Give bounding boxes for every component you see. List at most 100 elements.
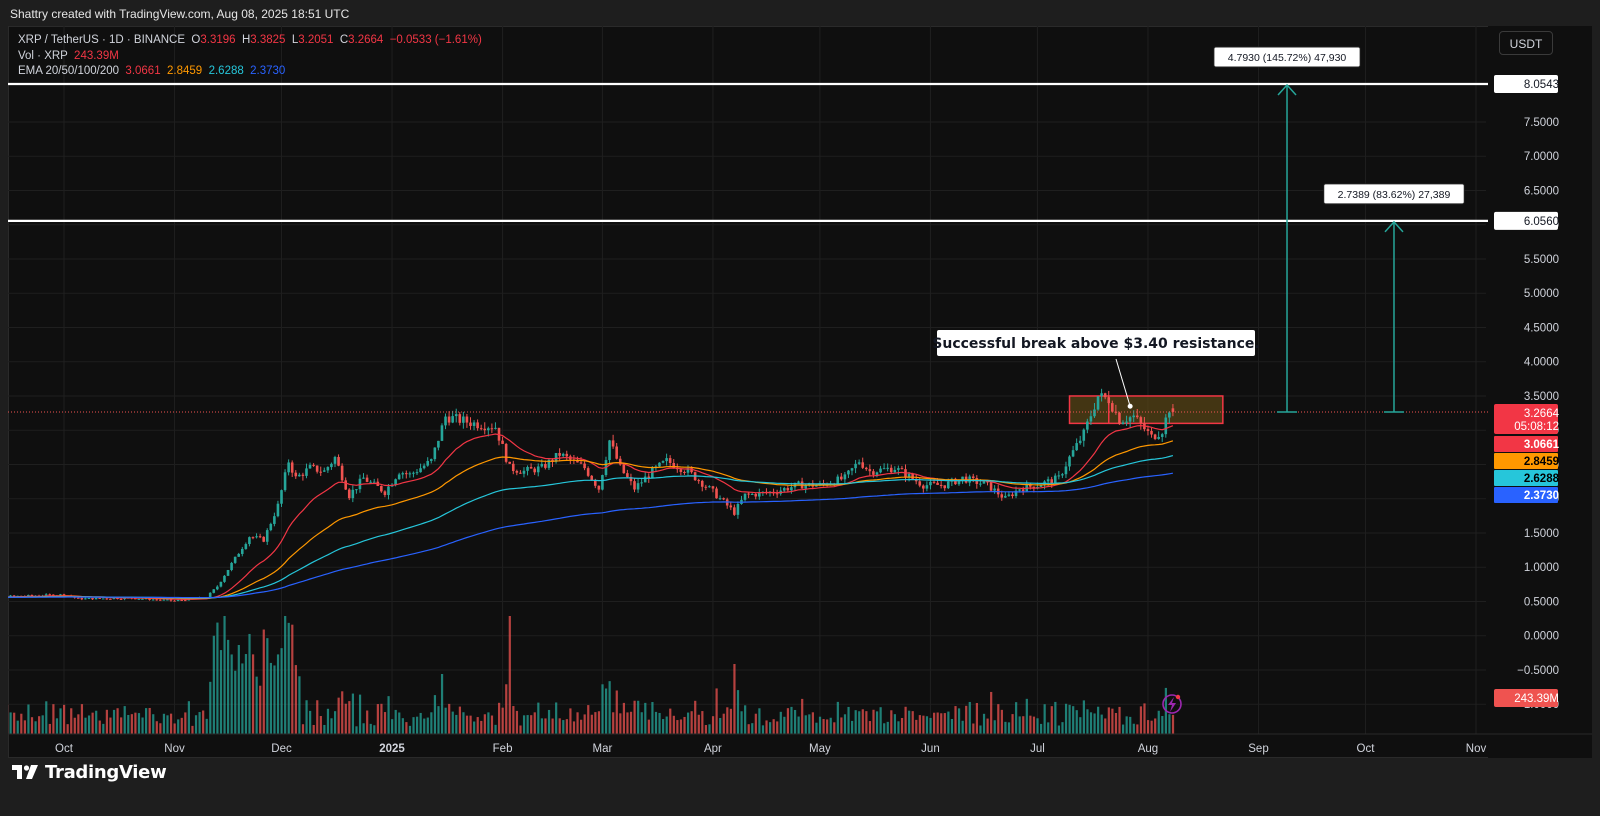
candle-body (1132, 415, 1135, 418)
volume-bar (836, 701, 839, 734)
volume-bar (166, 715, 169, 734)
candle-body (547, 459, 551, 468)
volume-bar (818, 716, 822, 734)
volume-bar (558, 718, 561, 734)
volume-bar (972, 723, 975, 734)
volume-bar (148, 707, 151, 734)
volume-bar (309, 710, 312, 734)
volume-bar (629, 711, 633, 734)
candle-body (918, 481, 922, 486)
candle-body (1078, 440, 1082, 444)
candle-body (1125, 421, 1128, 423)
volume-bar (982, 713, 986, 734)
candle-body (1150, 430, 1153, 435)
volume-bar (918, 715, 921, 734)
candle-body (533, 468, 536, 473)
volume-bar (1043, 704, 1046, 734)
ema200-price-label: 2.3730 (1524, 490, 1559, 502)
volume-bar (1154, 718, 1157, 734)
volume-bar (1143, 703, 1146, 734)
candle-body (729, 505, 733, 508)
candle-body (383, 491, 387, 495)
price-tick-label: 4.5000 (1524, 322, 1559, 334)
candle-body (504, 443, 508, 462)
volume-bar (505, 684, 508, 734)
chart-legend: XRP / TetherUS · 1D · BINANCE O3.3196 H3… (18, 33, 482, 80)
volume-bar (979, 725, 982, 734)
volume-bar (551, 718, 554, 734)
volume-bar (1111, 708, 1114, 734)
price-chart[interactable]: 4.7930 (145.72%) 47,930 2.7389 (83.62%) 2… (8, 26, 1592, 758)
volume-bar (219, 650, 223, 734)
volume-bar (162, 713, 166, 734)
volume-bar (1150, 720, 1153, 734)
candle-body (1014, 490, 1018, 497)
candle-body (226, 569, 230, 576)
candle-body (857, 462, 861, 464)
candle-body (501, 440, 504, 444)
volume-bar (754, 713, 757, 734)
volume-bar (761, 725, 765, 734)
volume-bar (740, 711, 743, 734)
candle-body (347, 489, 351, 499)
candle-body (1004, 495, 1007, 498)
volume-bar (587, 705, 590, 734)
volume-bar (526, 715, 529, 734)
candle-body (1000, 494, 1004, 498)
ema100-price-tag (1494, 469, 1558, 486)
volume-bar (804, 715, 807, 734)
volume-bar (59, 708, 62, 734)
volume-bar (337, 697, 340, 734)
candle-body (797, 481, 800, 483)
candle-body (158, 599, 162, 601)
volume-bar (198, 712, 201, 734)
volume-bar (747, 724, 750, 734)
price-tick-label: 1.5000 (1524, 528, 1559, 540)
volume-bar (943, 713, 946, 734)
volume-bar (194, 715, 198, 734)
candle-body (223, 575, 226, 582)
lightning-icon[interactable] (1162, 694, 1182, 714)
candle-body (283, 472, 287, 491)
candle-body (462, 416, 465, 423)
volume-bar (1025, 698, 1028, 734)
candle-body (697, 480, 700, 482)
volume-bar (886, 721, 889, 734)
volume-bar (298, 676, 301, 734)
candle-body (326, 467, 330, 471)
candle-body (255, 536, 258, 538)
projection-label: 2.7389 (83.62%) 27,389 (1338, 189, 1451, 201)
candle-body (44, 594, 48, 596)
volume-bar (961, 720, 964, 734)
candle-body (647, 476, 651, 478)
candle-body (576, 459, 579, 463)
volume-bar (91, 712, 94, 734)
candle-body (971, 476, 975, 479)
volume-bar (405, 722, 408, 734)
volume-bar (1168, 714, 1171, 734)
candle-body (615, 446, 618, 459)
candle-body (708, 486, 711, 488)
volume-bar (1086, 709, 1089, 734)
candle-body (868, 469, 872, 472)
tradingview-logo-icon (12, 765, 38, 779)
candle-body (790, 487, 793, 491)
candle-body (155, 599, 159, 601)
volume-bar (840, 717, 843, 734)
volume-bar (957, 708, 961, 734)
volume-bar (1054, 701, 1057, 734)
candle-body (897, 468, 900, 470)
candle-body (1028, 484, 1032, 487)
currency-button[interactable]: USDT (1499, 31, 1553, 55)
volume-bar (604, 688, 608, 734)
volume-bar (900, 717, 904, 734)
volume-bar (986, 718, 989, 734)
ema-lines (8, 424, 1174, 601)
candle-body (1050, 479, 1053, 484)
candle-body (141, 598, 144, 600)
candle-body (718, 498, 722, 500)
volume-bar (1032, 716, 1036, 734)
candle-body (1018, 489, 1021, 491)
candle-body (490, 428, 494, 430)
volume-bar (152, 714, 155, 734)
